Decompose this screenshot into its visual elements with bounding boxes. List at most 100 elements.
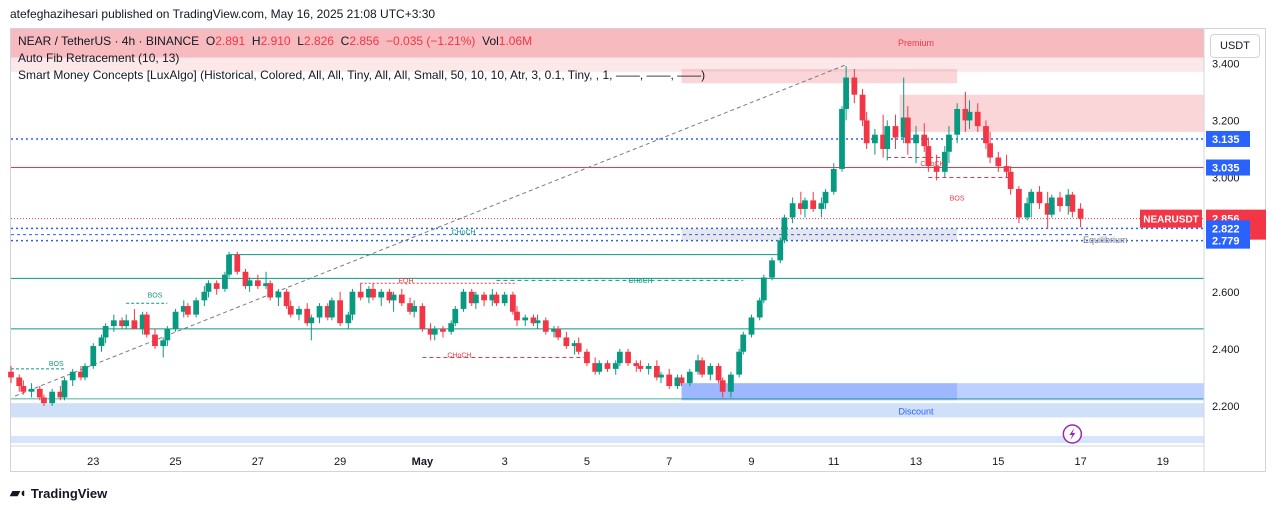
- candle-body: [900, 117, 907, 138]
- candle-body: [653, 366, 660, 378]
- candle-body: [575, 343, 582, 352]
- candle: [872, 128, 878, 155]
- candle: [707, 363, 714, 381]
- candle-body: [625, 351, 631, 364]
- candle: [822, 188, 829, 209]
- candle-body: [933, 166, 940, 172]
- candle: [612, 360, 619, 375]
- discount-zone-low: [11, 436, 1204, 444]
- candle: [797, 191, 804, 215]
- candle-body: [185, 306, 191, 315]
- candle: [637, 360, 644, 372]
- candle: [378, 288, 385, 307]
- candle: [201, 286, 208, 307]
- smc-label: CHoCH: [628, 278, 652, 285]
- candle: [185, 303, 191, 318]
- candle-body: [390, 294, 397, 301]
- candle: [983, 120, 989, 149]
- candle: [900, 77, 907, 144]
- candle: [90, 343, 97, 369]
- candle: [859, 88, 866, 127]
- candle-body: [830, 168, 837, 192]
- candle: [242, 268, 249, 289]
- candle-body: [802, 200, 808, 209]
- candle: [193, 297, 200, 318]
- candle-body: [839, 108, 845, 169]
- candle: [941, 146, 948, 178]
- candle-body: [1036, 191, 1043, 204]
- candle: [164, 326, 171, 347]
- candle: [514, 306, 520, 327]
- x-tick-label: 3: [502, 456, 508, 468]
- candle-body: [777, 240, 784, 261]
- fib-3135: 3.135: [1206, 130, 1250, 147]
- candle-body: [1077, 208, 1084, 219]
- candle-body: [822, 191, 829, 204]
- candle: [851, 68, 858, 104]
- candle: [736, 348, 743, 378]
- change-value: −0.035 (−1.21%): [386, 34, 476, 48]
- candle: [57, 386, 64, 401]
- candle-body: [143, 314, 150, 335]
- candle: [584, 348, 590, 367]
- candle: [328, 297, 335, 321]
- candle: [1015, 186, 1022, 224]
- candle: [534, 314, 541, 329]
- candle-body: [275, 291, 282, 298]
- y-tick-label: 2.600: [1212, 287, 1240, 299]
- candle-body: [431, 328, 438, 335]
- y-tick-label: 2.200: [1212, 401, 1240, 413]
- candle-body: [563, 337, 570, 347]
- candles: [8, 66, 1084, 407]
- candle: [267, 280, 274, 301]
- candle-body: [20, 386, 27, 392]
- smc-label: CHoCH: [920, 161, 944, 168]
- candle: [1003, 154, 1010, 178]
- bullish-ob-ext: [957, 383, 1204, 401]
- tradingview-logo-icon: ▰◖: [10, 485, 27, 500]
- candle: [633, 360, 640, 372]
- indicator-fib-legend[interactable]: Auto Fib Retracement (10, 13): [18, 51, 180, 65]
- smc-label: CHoCH: [447, 352, 471, 359]
- candle-body: [645, 366, 652, 369]
- candle: [61, 377, 68, 401]
- footer-brand[interactable]: ▰◖ TradingView: [10, 485, 107, 501]
- candle: [954, 103, 961, 144]
- candle-body: [1007, 171, 1014, 189]
- candle-body: [349, 291, 356, 315]
- x-tick-label: 11: [828, 456, 839, 468]
- candle: [69, 368, 76, 387]
- candle: [699, 357, 705, 378]
- close-label: C: [340, 34, 350, 48]
- y-tick-label: 2.400: [1212, 344, 1240, 356]
- candle-body: [555, 328, 562, 338]
- discount-label: Discount: [899, 407, 935, 417]
- candle-body: [16, 377, 23, 387]
- candle-body: [666, 374, 673, 387]
- candle: [987, 131, 993, 164]
- candle-body: [180, 306, 187, 312]
- candle: [28, 383, 35, 398]
- candle: [995, 151, 1002, 172]
- symbol-tag-bg: [1140, 209, 1202, 228]
- candle-body: [966, 111, 973, 121]
- premium-label: Premium: [898, 38, 934, 48]
- bearish-ob: [899, 94, 1204, 132]
- candle: [575, 337, 582, 355]
- candle-body: [102, 326, 109, 338]
- candle-body: [481, 294, 487, 301]
- candle: [616, 348, 623, 367]
- candle: [777, 237, 784, 264]
- candle-body: [90, 346, 97, 367]
- price-value: 3.035: [1212, 163, 1240, 175]
- premium-zone-top: [11, 29, 1204, 58]
- indicator-smc-legend[interactable]: Smart Money Concepts [LuxAlgo] (Historic…: [18, 68, 706, 82]
- currency-button[interactable]: USDT: [1210, 34, 1260, 58]
- price-tag-bg: [1206, 130, 1250, 147]
- candle: [818, 197, 825, 218]
- candle-body: [82, 366, 88, 378]
- candle-body: [695, 360, 701, 372]
- candle-body: [337, 300, 343, 324]
- candle-body: [736, 351, 743, 375]
